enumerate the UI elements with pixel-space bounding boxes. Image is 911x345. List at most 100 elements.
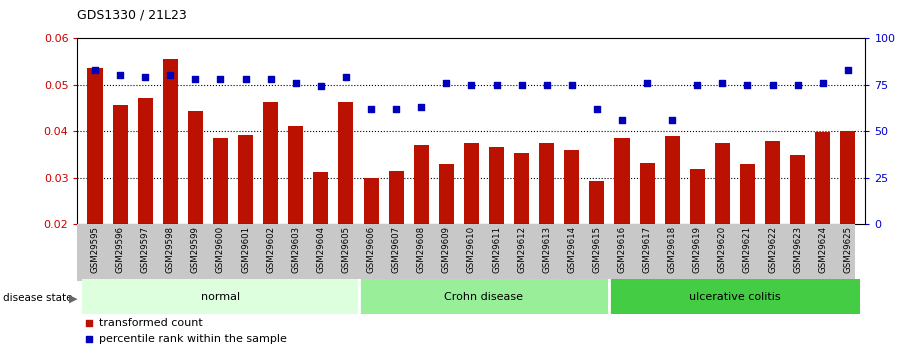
Text: GSM29620: GSM29620 [718, 226, 727, 273]
Bar [715, 143, 730, 224]
Point [363, 106, 378, 111]
Point [690, 82, 704, 87]
Text: GSM29613: GSM29613 [542, 226, 551, 273]
Bar [363, 178, 379, 224]
Point [791, 82, 805, 87]
Bar [640, 163, 655, 224]
Text: GSM29622: GSM29622 [768, 226, 777, 273]
Bar [690, 169, 705, 224]
Bar [790, 155, 805, 224]
Text: GSM29606: GSM29606 [366, 226, 375, 273]
Point [289, 80, 303, 86]
Text: GSM29605: GSM29605 [342, 226, 351, 273]
Text: GSM29610: GSM29610 [467, 226, 476, 273]
Point [263, 76, 278, 82]
Text: disease state: disease state [3, 294, 72, 303]
Point [439, 80, 454, 86]
Point [571, 270, 586, 276]
Point [389, 106, 404, 111]
Point [565, 82, 579, 87]
Bar [389, 171, 404, 224]
Point [815, 80, 830, 86]
Bar [765, 141, 780, 224]
Text: percentile rank within the sample: percentile rank within the sample [99, 334, 287, 344]
Text: GSM29601: GSM29601 [241, 226, 251, 273]
Bar [414, 145, 429, 224]
Bar [539, 143, 554, 224]
Bar [439, 164, 454, 224]
Point [213, 76, 228, 82]
Bar [514, 154, 529, 224]
Text: GSM29598: GSM29598 [166, 226, 175, 273]
Point [741, 82, 755, 87]
Bar [138, 99, 153, 224]
Text: normal: normal [201, 292, 240, 302]
Point [339, 74, 353, 80]
Point [163, 72, 178, 78]
Bar [665, 136, 680, 224]
Bar [589, 181, 605, 224]
Text: GSM29621: GSM29621 [743, 226, 752, 273]
Text: GSM29612: GSM29612 [517, 226, 527, 273]
Text: GSM29611: GSM29611 [492, 226, 501, 273]
Text: GSM29596: GSM29596 [116, 226, 125, 273]
Bar [740, 164, 755, 224]
Bar [564, 150, 579, 224]
Text: GSM29604: GSM29604 [316, 226, 325, 273]
Point [765, 82, 780, 87]
Text: transformed count: transformed count [99, 318, 203, 328]
Text: ulcerative colitis: ulcerative colitis [689, 292, 781, 302]
Bar [313, 172, 328, 224]
Bar [489, 147, 504, 224]
Text: GSM29623: GSM29623 [793, 226, 803, 273]
Text: GSM29624: GSM29624 [818, 226, 827, 273]
Bar [464, 143, 479, 224]
Text: GSM29618: GSM29618 [668, 226, 677, 273]
Point [539, 82, 554, 87]
Bar [188, 111, 203, 224]
Bar [338, 102, 353, 224]
Bar [113, 106, 128, 224]
Point [313, 83, 328, 89]
Text: GSM29609: GSM29609 [442, 226, 451, 273]
Point [841, 67, 855, 72]
Point [489, 82, 504, 87]
Point [515, 82, 529, 87]
Text: GSM29595: GSM29595 [90, 226, 99, 273]
Text: GSM29597: GSM29597 [140, 226, 149, 273]
Bar [815, 132, 830, 224]
Point [571, 129, 586, 135]
Bar [263, 102, 278, 224]
Text: GSM29599: GSM29599 [191, 226, 200, 273]
Bar [238, 135, 253, 224]
Text: Crohn disease: Crohn disease [445, 292, 524, 302]
Text: GSM29614: GSM29614 [568, 226, 577, 273]
Bar [615, 138, 630, 224]
Text: GSM29602: GSM29602 [266, 226, 275, 273]
Point [188, 76, 202, 82]
Point [640, 80, 654, 86]
Point [87, 67, 102, 72]
Text: GSM29617: GSM29617 [642, 226, 651, 273]
Bar [163, 59, 178, 224]
Text: GSM29607: GSM29607 [392, 226, 401, 273]
Text: ▶: ▶ [69, 294, 77, 303]
Bar [359, 279, 609, 314]
Text: GSM29615: GSM29615 [592, 226, 601, 273]
Text: GSM29619: GSM29619 [692, 226, 701, 273]
Point [715, 80, 730, 86]
Text: GSM29625: GSM29625 [844, 226, 853, 273]
Bar [213, 138, 228, 224]
Text: GDS1330 / 21L23: GDS1330 / 21L23 [77, 9, 187, 22]
Point [138, 74, 152, 80]
Bar [840, 131, 855, 224]
Point [665, 117, 680, 123]
Point [239, 76, 253, 82]
Bar [87, 68, 103, 224]
Text: GSM29603: GSM29603 [292, 226, 301, 273]
Bar [83, 279, 359, 314]
Point [414, 104, 428, 110]
Point [615, 117, 630, 123]
Text: GSM29600: GSM29600 [216, 226, 225, 273]
Bar [609, 279, 860, 314]
